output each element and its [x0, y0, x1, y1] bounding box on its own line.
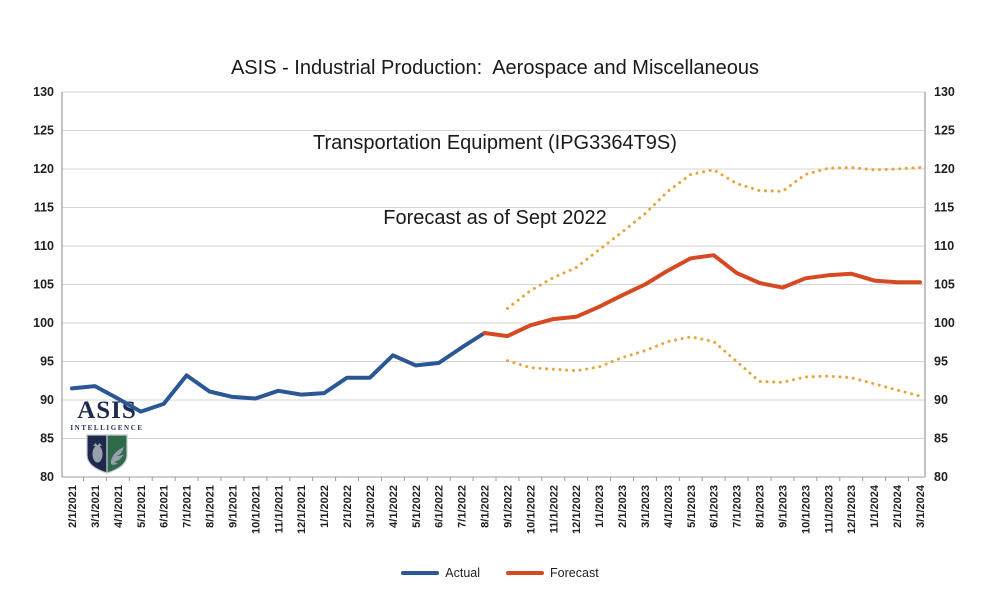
- y-axis-tick-label-right: 100: [934, 316, 955, 330]
- x-axis-tick-label: 7/1/2021: [182, 485, 194, 528]
- x-axis-tick-label: 5/1/2021: [136, 485, 148, 528]
- legend-label-forecast: Forecast: [550, 566, 599, 580]
- x-axis-tick-label: 3/1/2022: [365, 485, 377, 528]
- x-axis-tick-label: 9/1/2021: [227, 485, 239, 528]
- y-axis-tick-label-right: 80: [934, 470, 948, 484]
- legend: Actual Forecast: [0, 566, 1000, 580]
- lower-band-line: [506, 335, 922, 398]
- x-axis-tick-label: 8/1/2022: [480, 485, 492, 528]
- y-axis-tick-label-left: 95: [40, 355, 54, 369]
- x-axis-tick-label: 3/1/2023: [640, 485, 652, 528]
- asis-shield-icon: [86, 434, 128, 474]
- legend-item-forecast: Forecast: [506, 566, 599, 580]
- x-axis-tick-label: 7/1/2022: [457, 485, 469, 528]
- y-axis-tick-label-right: 85: [934, 432, 948, 446]
- y-axis-tick-label-left: 90: [40, 393, 54, 407]
- x-axis-tick-label: 3/1/2024: [915, 484, 927, 528]
- x-axis-tick-label: 12/1/2022: [571, 485, 583, 534]
- x-axis-tick-label: 5/1/2022: [411, 485, 423, 528]
- x-axis-tick-label: 8/1/2021: [205, 485, 217, 528]
- x-axis-tick-label: 4/1/2022: [388, 485, 400, 528]
- x-axis-tick-label: 1/1/2024: [869, 484, 881, 528]
- y-axis-tick-label-left: 100: [33, 316, 54, 330]
- x-axis-tick-label: 8/1/2023: [755, 485, 767, 528]
- x-axis-tick-label: 2/1/2021: [67, 485, 79, 528]
- x-axis-tick-label: 6/1/2023: [709, 485, 721, 528]
- x-axis-tick-label: 4/1/2023: [663, 485, 675, 528]
- x-axis-tick-label: 11/1/2021: [273, 485, 285, 533]
- asis-logo-subtext: INTELLIGENCE: [70, 424, 144, 432]
- x-axis-tick-label: 10/1/2021: [250, 485, 262, 534]
- chart-title: ASIS - Industrial Production: Aerospace …: [0, 6, 990, 281]
- x-axis-tick-label: 10/1/2023: [800, 485, 812, 534]
- legend-label-actual: Actual: [445, 566, 481, 580]
- x-axis-tick-label: 2/1/2023: [617, 485, 629, 528]
- x-axis-tick-label: 2/1/2022: [342, 485, 354, 528]
- x-axis-tick-label: 6/1/2021: [159, 485, 171, 528]
- x-axis-tick-label: 4/1/2021: [113, 485, 125, 528]
- x-axis-tick-label: 1/1/2022: [319, 485, 331, 528]
- x-axis-tick-label: 9/1/2023: [777, 485, 789, 528]
- owl-icon: [92, 443, 103, 463]
- x-axis-tick-label: 7/1/2023: [732, 485, 744, 528]
- eagle-icon: [111, 447, 124, 465]
- chart-title-line-1: ASIS - Industrial Production: Aerospace …: [230, 57, 760, 79]
- x-axis-tick-label: 11/1/2023: [823, 485, 835, 533]
- y-axis-tick-label-left: 80: [40, 470, 54, 484]
- asis-logo-text: ASIS: [77, 397, 137, 424]
- x-axis-tick-label: 6/1/2022: [434, 485, 446, 528]
- x-axis-tick-label: 5/1/2023: [686, 485, 698, 528]
- y-axis-tick-label-right: 90: [934, 393, 948, 407]
- actual-line-swatch: [401, 570, 440, 576]
- x-axis-tick-label: 2/1/2024: [892, 484, 904, 528]
- x-axis-tick-label: 3/1/2021: [90, 485, 102, 528]
- x-axis-tick-label: 1/1/2023: [594, 485, 606, 528]
- asis-logo: ASIS INTELLIGENCE: [70, 398, 144, 479]
- x-axis-tick-label: 10/1/2022: [525, 485, 537, 534]
- x-axis-tick-label: 11/1/2022: [548, 485, 560, 533]
- chart-title-line-3: Forecast as of Sept 2022: [383, 207, 607, 229]
- chart-title-line-2: Transportation Equipment (IPG3364T9S): [313, 132, 677, 154]
- x-axis-tick-label: 12/1/2023: [846, 485, 858, 534]
- x-axis-tick-label: 9/1/2022: [502, 485, 514, 528]
- x-axis-tick-label: 12/1/2021: [296, 485, 308, 534]
- y-axis-tick-label-left: 85: [40, 432, 54, 446]
- forecast-line-swatch: [506, 570, 545, 576]
- y-axis-tick-label-right: 95: [934, 355, 948, 369]
- legend-item-actual: Actual: [401, 566, 480, 580]
